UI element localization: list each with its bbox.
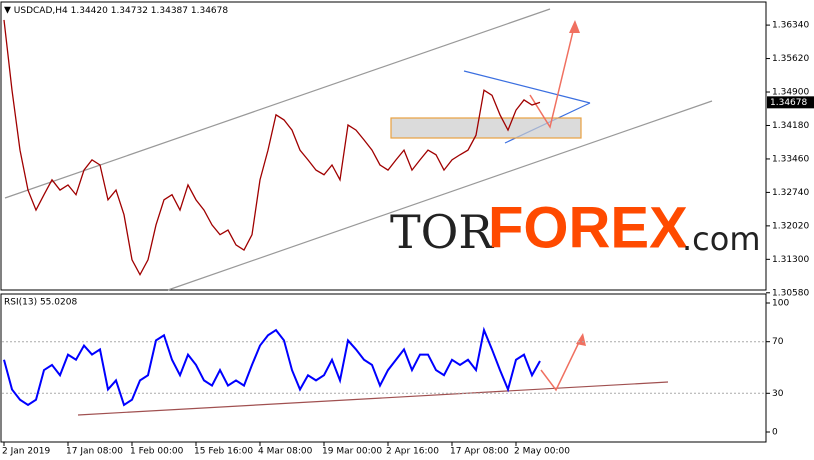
y-tick-label: 1.36340 xyxy=(772,21,809,31)
symbol: USDCAD,H4 xyxy=(14,6,68,16)
x-tick-label: 2 May 00:00 xyxy=(514,447,570,457)
ohlc: 1.34420 1.34732 1.34387 1.34678 xyxy=(71,6,229,16)
x-tick-label: 17 Jan 08:00 xyxy=(66,447,123,457)
watermark-forex: FOREX xyxy=(488,195,688,260)
channel-top xyxy=(4,8,551,199)
arrow-head xyxy=(569,20,580,33)
watermark-com: .com xyxy=(682,220,761,258)
rsi-panel xyxy=(0,293,767,443)
y-tick-label: 1.31300 xyxy=(772,255,809,265)
symbol-label: ▼ USDCAD,H4 1.34420 1.34732 1.34387 1.34… xyxy=(4,6,228,16)
y-tick-label: 0 xyxy=(772,428,778,438)
channel-bottom xyxy=(167,100,713,291)
zone xyxy=(390,117,582,139)
x-tick-label: 15 Feb 16:00 xyxy=(194,447,253,457)
triangle-top xyxy=(463,70,591,104)
forecast-arrow xyxy=(529,22,576,129)
x-tick-label: 4 Mar 08:00 xyxy=(258,447,313,457)
x-tick-label: 1 Feb 00:00 xyxy=(130,447,184,457)
x-tick-label: 2 Jan 2019 xyxy=(2,447,50,457)
y-tick-label: 1.32740 xyxy=(772,188,809,198)
rsi-arrow xyxy=(540,335,583,392)
last-price-label: 1.34678 xyxy=(770,98,807,108)
y-tick-label: 70 xyxy=(772,337,784,347)
last-price-tag xyxy=(767,96,814,109)
y-tick-label: 1.34900 xyxy=(772,88,809,98)
series-line xyxy=(3,326,541,407)
series-line xyxy=(3,19,541,277)
watermark: TOR FOREX .com xyxy=(390,195,761,260)
watermark-tor: TOR xyxy=(390,205,494,259)
y-tick-label: 100 xyxy=(772,299,789,309)
price-panel xyxy=(0,1,767,291)
y-tick-label: 1.33460 xyxy=(772,154,809,164)
rsi-trend xyxy=(77,381,669,416)
y-tick-label: 1.30580 xyxy=(772,288,809,298)
y-tick-label: 30 xyxy=(772,389,784,399)
rsi-title: RSI(13) 55.0208 xyxy=(4,298,77,308)
x-tick-label: 2 Apr 16:00 xyxy=(386,447,439,457)
y-tick-label: 1.34180 xyxy=(772,121,809,131)
rsi-arrow-head xyxy=(576,333,586,346)
x-tick-label: 19 Mar 00:00 xyxy=(322,447,382,457)
y-tick-label: 1.35620 xyxy=(772,54,809,64)
channel xyxy=(4,8,713,416)
x-tick-label: 17 Apr 08:00 xyxy=(450,447,509,457)
y-tick-label: 1.32020 xyxy=(772,221,809,231)
